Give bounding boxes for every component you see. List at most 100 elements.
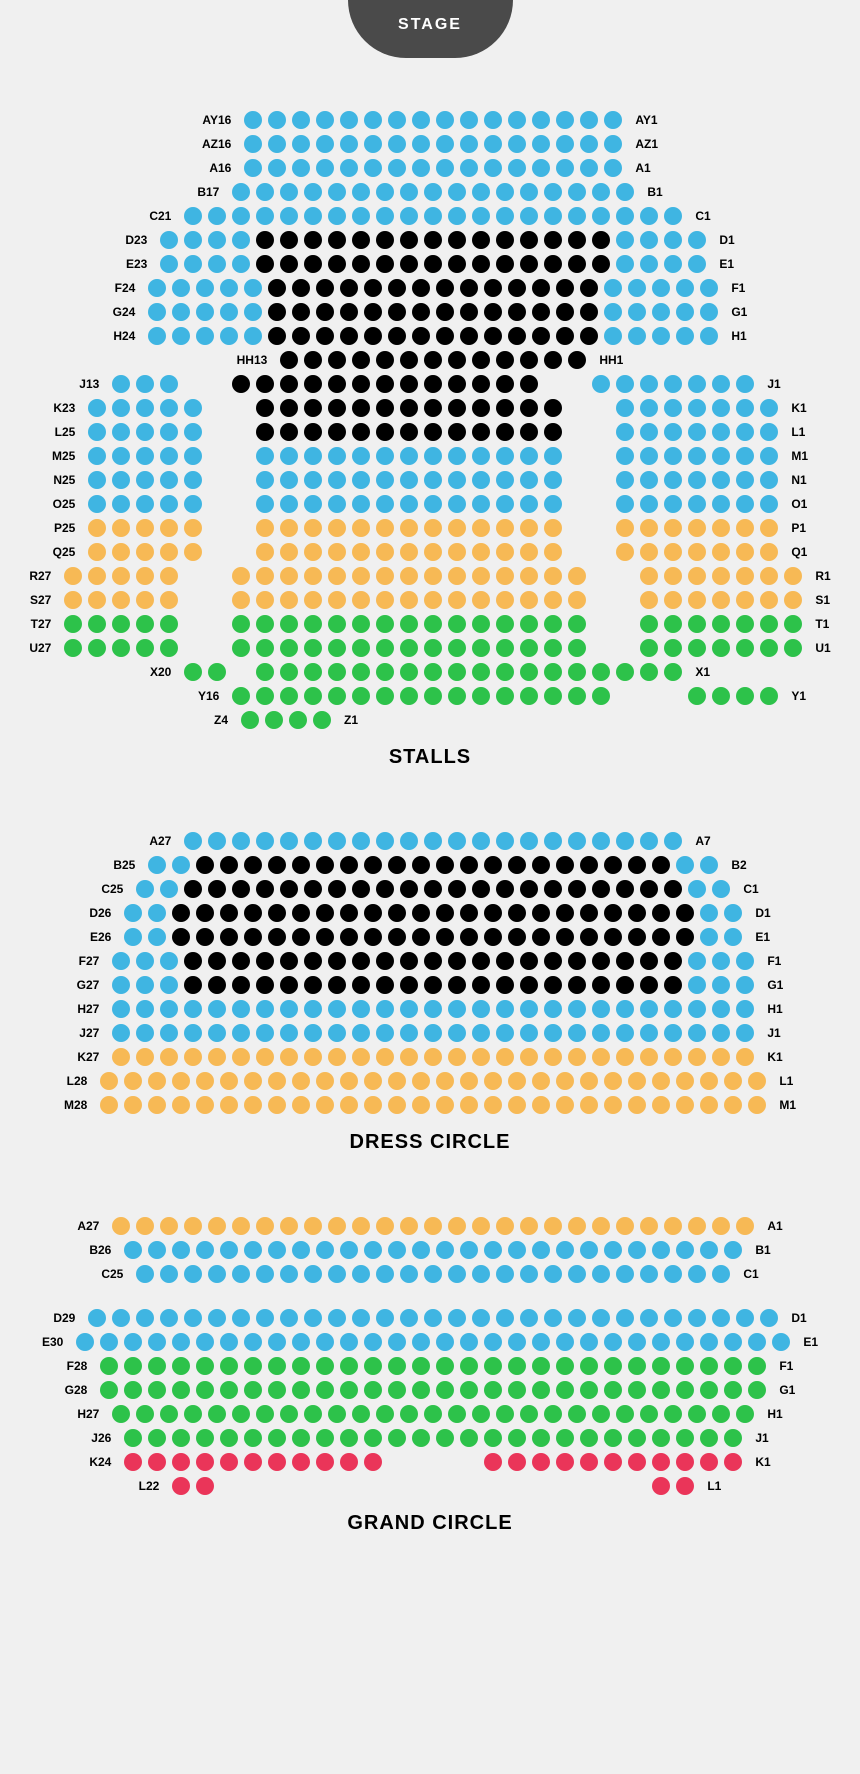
seat[interactable] bbox=[388, 111, 406, 129]
seat[interactable] bbox=[280, 976, 298, 994]
seat[interactable] bbox=[352, 375, 370, 393]
seat[interactable] bbox=[724, 928, 742, 946]
seat[interactable] bbox=[388, 327, 406, 345]
seat[interactable] bbox=[388, 1333, 406, 1351]
seat[interactable] bbox=[592, 1405, 610, 1423]
seat[interactable] bbox=[280, 639, 298, 657]
seat[interactable] bbox=[424, 423, 442, 441]
seat[interactable] bbox=[112, 1217, 130, 1235]
seat[interactable] bbox=[280, 1000, 298, 1018]
seat[interactable] bbox=[472, 639, 490, 657]
seat[interactable] bbox=[424, 255, 442, 273]
seat[interactable] bbox=[280, 519, 298, 537]
seat[interactable] bbox=[700, 1453, 718, 1471]
seat[interactable] bbox=[736, 399, 754, 417]
seat[interactable] bbox=[232, 1217, 250, 1235]
seat[interactable] bbox=[688, 1217, 706, 1235]
seat[interactable] bbox=[676, 1072, 694, 1090]
seat[interactable] bbox=[112, 952, 130, 970]
seat[interactable] bbox=[436, 303, 454, 321]
seat[interactable] bbox=[640, 543, 658, 561]
seat[interactable] bbox=[172, 1453, 190, 1471]
seat[interactable] bbox=[328, 519, 346, 537]
seat[interactable] bbox=[256, 471, 274, 489]
seat[interactable] bbox=[352, 423, 370, 441]
seat[interactable] bbox=[304, 183, 322, 201]
seat[interactable] bbox=[256, 952, 274, 970]
seat[interactable] bbox=[532, 1072, 550, 1090]
seat[interactable] bbox=[184, 976, 202, 994]
seat[interactable] bbox=[604, 1096, 622, 1114]
seat[interactable] bbox=[496, 231, 514, 249]
seat[interactable] bbox=[568, 351, 586, 369]
seat[interactable] bbox=[532, 1381, 550, 1399]
seat[interactable] bbox=[400, 976, 418, 994]
seat[interactable] bbox=[340, 279, 358, 297]
seat[interactable] bbox=[172, 303, 190, 321]
seat[interactable] bbox=[136, 375, 154, 393]
seat[interactable] bbox=[604, 135, 622, 153]
seat[interactable] bbox=[508, 303, 526, 321]
seat[interactable] bbox=[592, 1309, 610, 1327]
seat[interactable] bbox=[460, 303, 478, 321]
seat[interactable] bbox=[628, 1333, 646, 1351]
seat[interactable] bbox=[316, 1333, 334, 1351]
seat[interactable] bbox=[388, 928, 406, 946]
seat[interactable] bbox=[520, 231, 538, 249]
seat[interactable] bbox=[616, 231, 634, 249]
seat[interactable] bbox=[124, 1381, 142, 1399]
seat[interactable] bbox=[484, 1072, 502, 1090]
seat[interactable] bbox=[256, 423, 274, 441]
seat[interactable] bbox=[400, 1048, 418, 1066]
seat[interactable] bbox=[184, 207, 202, 225]
seat[interactable] bbox=[304, 423, 322, 441]
seat[interactable] bbox=[148, 303, 166, 321]
seat[interactable] bbox=[592, 1048, 610, 1066]
seat[interactable] bbox=[592, 231, 610, 249]
seat[interactable] bbox=[292, 1357, 310, 1375]
seat[interactable] bbox=[664, 231, 682, 249]
seat[interactable] bbox=[556, 159, 574, 177]
seat[interactable] bbox=[376, 399, 394, 417]
seat[interactable] bbox=[148, 327, 166, 345]
seat[interactable] bbox=[352, 231, 370, 249]
seat[interactable] bbox=[460, 1357, 478, 1375]
seat[interactable] bbox=[472, 183, 490, 201]
seat[interactable] bbox=[436, 1072, 454, 1090]
seat[interactable] bbox=[256, 567, 274, 585]
seat[interactable] bbox=[568, 639, 586, 657]
seat[interactable] bbox=[424, 447, 442, 465]
seat[interactable] bbox=[184, 423, 202, 441]
seat[interactable] bbox=[400, 1217, 418, 1235]
seat[interactable] bbox=[376, 880, 394, 898]
seat[interactable] bbox=[568, 207, 586, 225]
seat[interactable] bbox=[520, 471, 538, 489]
seat[interactable] bbox=[364, 1096, 382, 1114]
seat[interactable] bbox=[328, 471, 346, 489]
seat[interactable] bbox=[400, 615, 418, 633]
seat[interactable] bbox=[460, 135, 478, 153]
seat[interactable] bbox=[400, 1265, 418, 1283]
seat[interactable] bbox=[568, 1405, 586, 1423]
seat[interactable] bbox=[424, 663, 442, 681]
seat[interactable] bbox=[364, 856, 382, 874]
seat[interactable] bbox=[520, 567, 538, 585]
seat[interactable] bbox=[172, 279, 190, 297]
seat[interactable] bbox=[148, 904, 166, 922]
seat[interactable] bbox=[88, 423, 106, 441]
seat[interactable] bbox=[232, 1000, 250, 1018]
seat[interactable] bbox=[160, 1265, 178, 1283]
seat[interactable] bbox=[304, 351, 322, 369]
seat[interactable] bbox=[352, 1265, 370, 1283]
seat[interactable] bbox=[544, 687, 562, 705]
seat[interactable] bbox=[232, 952, 250, 970]
seat[interactable] bbox=[448, 471, 466, 489]
seat[interactable] bbox=[568, 976, 586, 994]
seat[interactable] bbox=[148, 1096, 166, 1114]
seat[interactable] bbox=[424, 1000, 442, 1018]
seat[interactable] bbox=[256, 880, 274, 898]
seat[interactable] bbox=[184, 447, 202, 465]
seat[interactable] bbox=[424, 183, 442, 201]
seat[interactable] bbox=[640, 447, 658, 465]
seat[interactable] bbox=[532, 1357, 550, 1375]
